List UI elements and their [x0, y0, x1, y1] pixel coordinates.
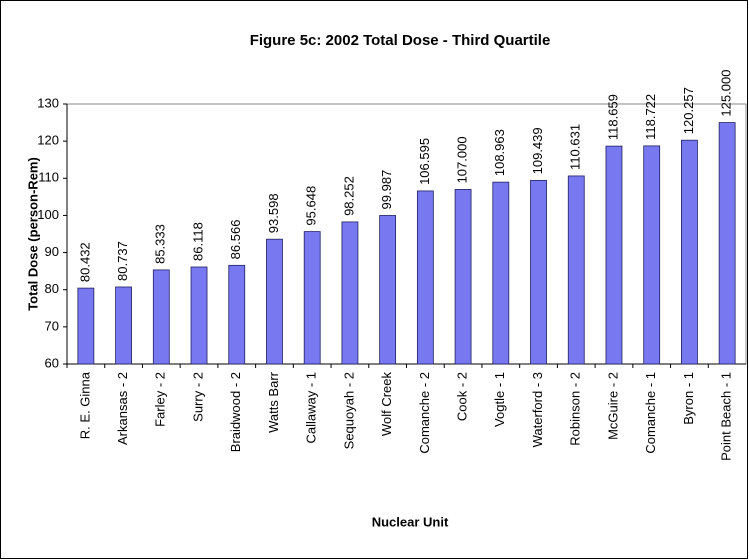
value-label: 86.566 [228, 220, 243, 260]
x-tick-label: Callaway - 1 [304, 372, 319, 444]
x-tick-label: Wolf Creek [379, 372, 394, 437]
y-tick-label: 90 [45, 244, 59, 259]
value-label: 80.432 [77, 242, 92, 282]
x-tick-label: R. E. Ginna [77, 371, 92, 439]
y-tick-label: 80 [45, 281, 59, 296]
x-axis-title: Nuclear Unit [372, 514, 449, 529]
value-label: 95.648 [304, 186, 319, 226]
chart-title: Figure 5c: 2002 Total Dose - Third Quart… [250, 32, 551, 49]
value-label: 120.257 [681, 87, 696, 134]
x-tick-label: Point Beach - 1 [719, 372, 734, 461]
bar [492, 181, 510, 365]
value-label: 118.722 [643, 94, 658, 140]
value-label: 106.595 [417, 138, 432, 185]
x-tick-label: Farley - 2 [153, 372, 168, 427]
value-label: 110.631 [568, 124, 583, 170]
x-tick-label: McGuire - 2 [605, 372, 620, 440]
bar [718, 122, 736, 365]
value-label: 98.252 [341, 176, 356, 216]
y-tick-label: 70 [45, 318, 59, 333]
x-tick-label: Sequoyah - 2 [341, 372, 356, 449]
y-tick-label: 100 [37, 207, 59, 222]
x-tick-label: Byron - 1 [681, 372, 696, 425]
value-label: 107.000 [455, 136, 470, 183]
bar [228, 264, 246, 365]
bar [77, 287, 95, 365]
value-label: 99.987 [379, 170, 394, 210]
value-label: 80.737 [115, 241, 130, 281]
x-tick-label: Cook - 2 [455, 372, 470, 421]
value-label: 86.118 [190, 222, 205, 261]
bar [416, 190, 434, 365]
value-label: 93.598 [266, 193, 281, 233]
y-tick-label: 120 [37, 133, 59, 148]
bar [681, 139, 698, 365]
y-tick-label: 130 [37, 95, 59, 110]
bar [567, 175, 585, 365]
y-axis-title: Total Dose (person-Rem) [25, 157, 40, 311]
y-tick-label: 110 [38, 170, 59, 185]
bar [190, 266, 208, 365]
value-label: 85.333 [153, 224, 168, 264]
x-tick-label: Comanche - 2 [417, 372, 432, 454]
bar [115, 286, 132, 365]
x-tick-label: Robinson - 2 [568, 372, 583, 446]
bar [266, 238, 283, 365]
value-label: 125.000 [719, 70, 734, 117]
value-label: 118.659 [605, 94, 620, 140]
x-tick-label: Braidwood - 2 [228, 372, 243, 452]
value-label: 108.963 [492, 129, 507, 176]
bar [303, 231, 321, 365]
x-tick-label: Vogtle - 1 [492, 372, 507, 427]
bar [379, 215, 397, 365]
value-label: 109.439 [530, 127, 545, 174]
x-tick-label: Arkansas - 2 [115, 372, 130, 445]
x-tick-label: Waterford - 3 [530, 372, 545, 447]
bar [341, 221, 359, 365]
bar [643, 145, 661, 365]
bar [605, 145, 623, 365]
bar [454, 189, 472, 365]
x-tick-label: Comanche - 1 [643, 372, 658, 454]
x-tick-label: Watts Barr [266, 371, 281, 433]
bar [530, 179, 547, 365]
x-tick-label: Surry - 2 [190, 372, 205, 422]
bar [152, 269, 170, 365]
y-tick-label: 60 [45, 355, 59, 370]
